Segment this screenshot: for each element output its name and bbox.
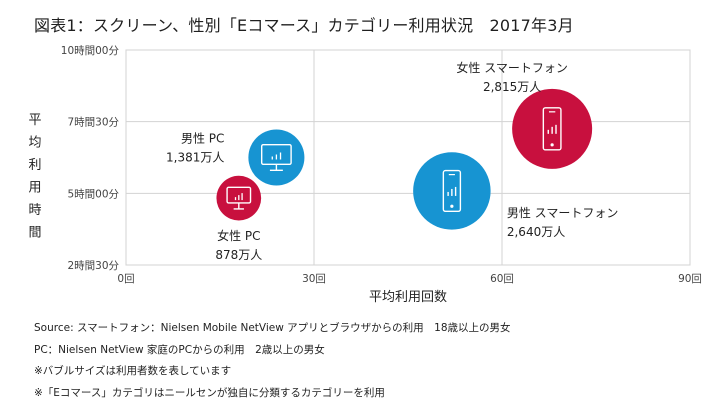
x-tick-label: 30回 [302,273,326,285]
smartphone-home-button [551,143,554,146]
bubble-label-users: 1,381万人 [166,151,224,165]
bubble-label-name: 男性 PC [181,132,224,146]
smartphone-home-button [450,205,453,208]
x-tick-label: 0回 [117,273,134,285]
y-tick-label: 7時間30分 [67,117,119,129]
y-tick-label: 5時間00分 [67,188,119,200]
bubble-label-name: 男性 スマートフォン [507,206,618,220]
y-tick-label: 2時間30分 [67,260,119,272]
source-notes: Source: スマートフォン：Nielsen Mobile NetView ア… [34,318,511,404]
note-line: ※バブルサイズは利用者数を表しています [34,361,511,383]
note-line: Source: スマートフォン：Nielsen Mobile NetView ア… [34,318,511,340]
x-axis-title: 平均利用回数 [369,290,447,305]
bubble-label-users: 2,640万人 [507,225,565,239]
x-tick-label: 90回 [678,273,702,285]
x-tick-label: 60回 [490,273,514,285]
bubble-label-name: 女性 PC [217,228,260,243]
bubble-label-users: 878万人 [215,248,262,262]
note-line: PC：Nielsen NetView 家庭のPCからの利用 2歳以上の男女 [34,340,511,362]
bubble-label-name: 女性 スマートフォン [456,60,567,75]
bubble-label-users: 2,815万人 [483,80,541,94]
y-axis-title: 平均利用時間 [28,113,41,241]
y-tick-label: 10時間00分 [61,45,120,57]
